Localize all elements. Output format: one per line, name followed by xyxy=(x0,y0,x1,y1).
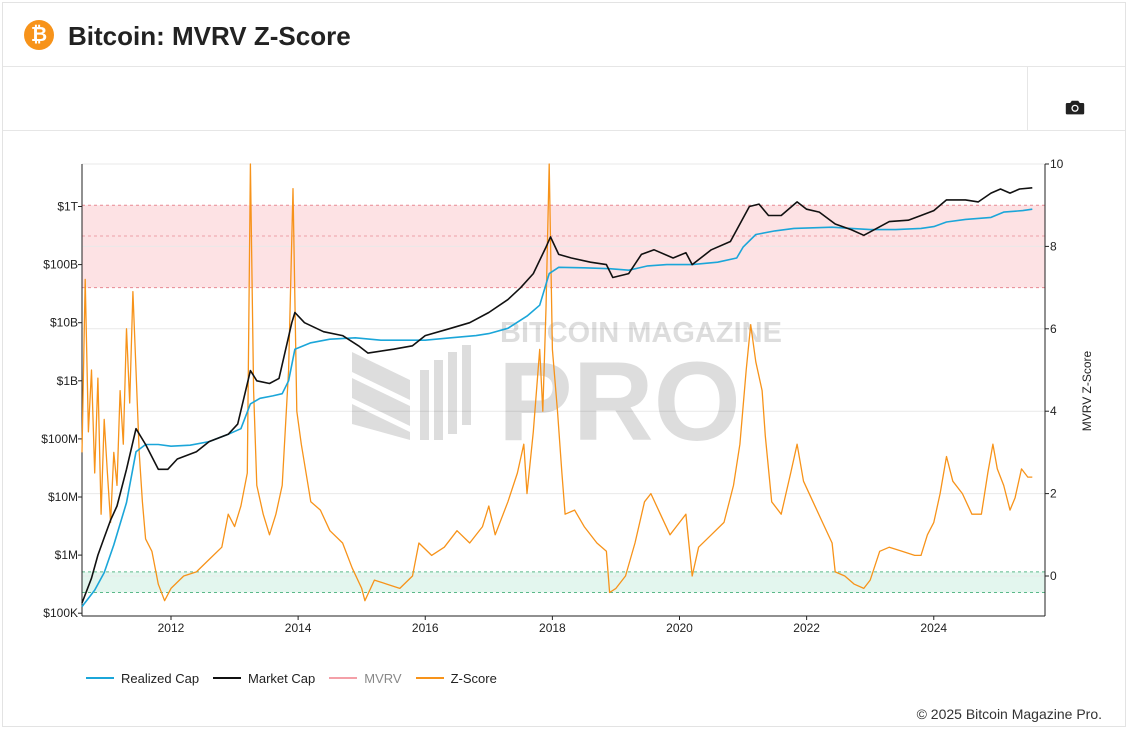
z-score-swatch-icon xyxy=(415,677,444,679)
legend-item-z-score[interactable]: Z-Score xyxy=(415,670,497,686)
watermark-line1: BITCOIN MAGAZINE xyxy=(500,317,782,349)
watermark-line2: PRO xyxy=(498,339,741,464)
legend-label: Realized Cap xyxy=(121,670,200,686)
legend-item-mvrv[interactable]: MVRV xyxy=(329,670,402,686)
left-tick-label: $1M xyxy=(55,548,78,562)
toolbar-divider xyxy=(1027,67,1028,130)
right-tick-label: 8 xyxy=(1050,239,1057,253)
market-cap-swatch-icon xyxy=(213,677,242,679)
x-tick-label: 2016 xyxy=(412,621,439,635)
z-score-line xyxy=(81,163,1033,602)
chart-legend: Realized Cap Market Cap MVRV Z-Score xyxy=(86,668,511,688)
x-tick-label: 2014 xyxy=(285,621,312,635)
right-tick-label: 6 xyxy=(1050,322,1057,336)
left-tick-label: $1B xyxy=(57,374,78,388)
axes: $100K $1M $10M $100M $1B $10B $100B $1T 0 2 4 6 8 10 2… xyxy=(41,157,1063,635)
realized-cap-line xyxy=(81,208,1033,608)
legend-label: Market Cap xyxy=(248,670,316,686)
x-tick-label: 2018 xyxy=(539,621,566,635)
market-cap-line xyxy=(81,187,1033,604)
header: ₿ Bitcoin: MVRV Z-Score xyxy=(3,3,1125,67)
legend-item-realized-cap[interactable]: Realized Cap xyxy=(86,671,199,686)
copyright: © 2025 Bitcoin Magazine Pro. xyxy=(916,706,1102,722)
right-tick-label: 0 xyxy=(1050,569,1057,583)
x-tick-label: 2022 xyxy=(793,621,820,635)
x-tick-label: 2020 xyxy=(666,621,693,635)
undervalued-band xyxy=(82,571,1045,593)
right-tick-label: 2 xyxy=(1050,487,1057,501)
realized-cap-swatch-icon xyxy=(86,677,114,679)
x-tick-label: 2024 xyxy=(920,621,947,635)
series-lines xyxy=(81,163,1033,608)
mvrv-swatch-icon xyxy=(329,677,358,679)
right-axis-label: MVRV Z-Score xyxy=(1080,350,1094,431)
gridlines xyxy=(82,163,1045,577)
chart-toolbar xyxy=(3,67,1125,131)
left-tick-label: $1T xyxy=(57,200,78,214)
right-tick-label: 10 xyxy=(1050,157,1064,171)
legend-item-market-cap[interactable]: Market Cap xyxy=(213,671,315,686)
left-tick-label: $10M xyxy=(48,490,78,504)
legend-label: Z-Score xyxy=(450,670,497,686)
screenshot-button[interactable] xyxy=(1063,95,1087,119)
left-tick-label: $100B xyxy=(43,258,78,272)
left-tick-label: $10B xyxy=(50,316,78,330)
watermark: BITCOIN MAGAZINE PRO xyxy=(352,317,782,464)
right-tick-label: 4 xyxy=(1050,404,1057,418)
camera-icon xyxy=(1065,100,1085,115)
watermark-bars-icon xyxy=(352,345,471,440)
left-tick-label: $100K xyxy=(43,606,78,620)
page-title: Bitcoin: MVRV Z-Score xyxy=(68,21,351,51)
x-tick-label: 2012 xyxy=(158,621,185,635)
bitcoin-logo-icon: ₿ xyxy=(24,20,54,50)
legend-label: MVRV xyxy=(364,670,402,686)
left-tick-label: $100M xyxy=(41,432,78,446)
